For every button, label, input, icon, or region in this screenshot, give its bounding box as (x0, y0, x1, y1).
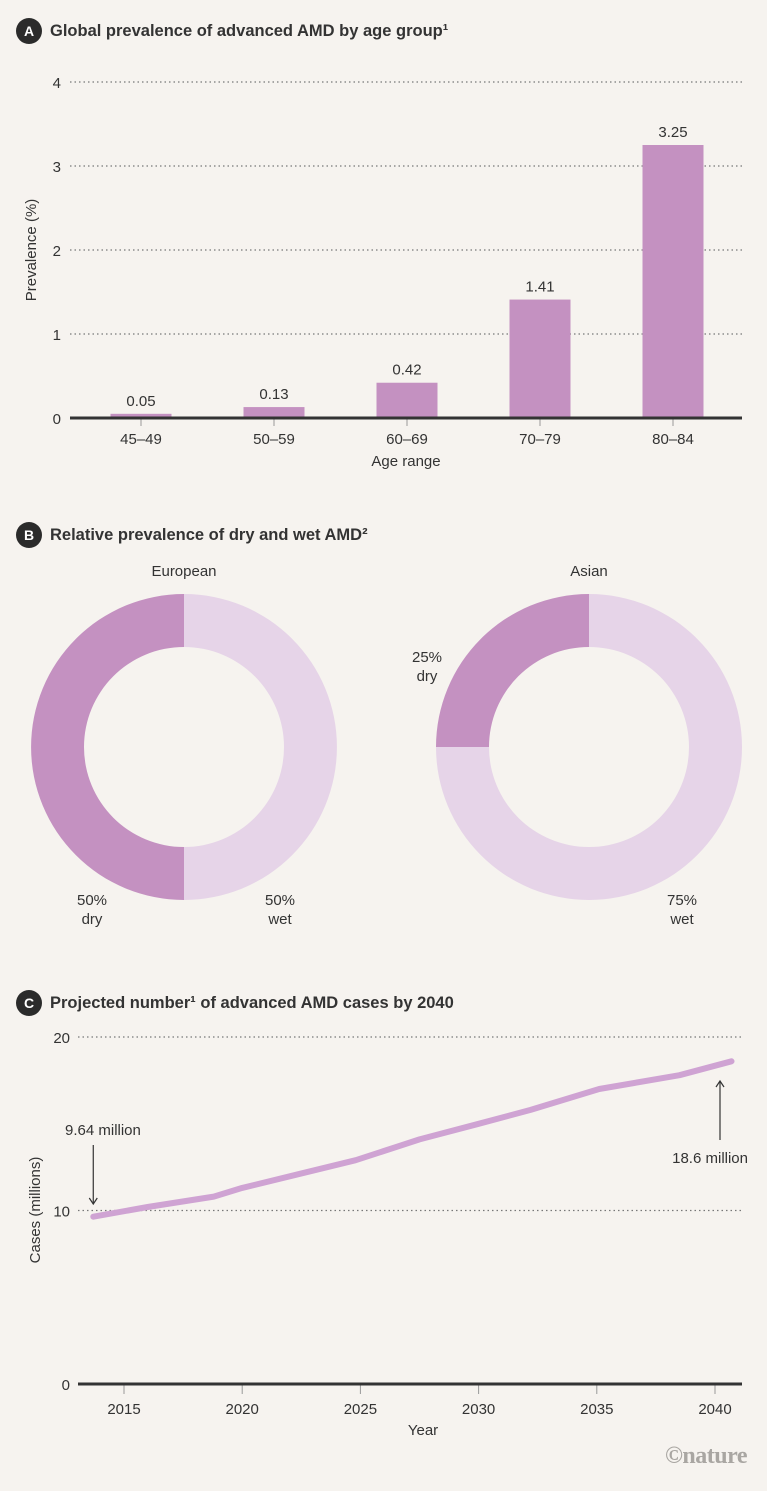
x-tick-label: 60–69 (386, 431, 428, 448)
bar (509, 299, 571, 418)
bar-value-label: 0.13 (259, 386, 288, 403)
y-axis-label: Prevalence (%) (23, 199, 40, 302)
bar-chart-prevalence: 0 1 2 3 4 0.05 45–49 0.13 50–59 0.42 60–69 1.41 70–7… (23, 75, 742, 470)
bar (642, 145, 704, 418)
x-tick-label: 2035 (580, 1401, 613, 1418)
donut-charts-dry-wet: European 50% dry 50% wet Asian 25% dry 75% wet (31, 563, 742, 928)
panel-a-title-text: Global prevalence of advanced AMD by age… (50, 21, 449, 40)
bar (376, 382, 438, 418)
donut-slice-wet (436, 594, 742, 900)
x-tick-label: 45–49 (120, 431, 162, 448)
bar-value-label: 1.41 (525, 279, 554, 296)
y-tick-label: 3 (53, 159, 61, 176)
panel-c-title-text: Projected number¹ of advanced AMD cases … (50, 993, 454, 1012)
bar (110, 413, 172, 418)
x-tick-label: 2015 (107, 1401, 140, 1418)
donut-name-label: dry (417, 668, 438, 685)
bar (243, 407, 305, 418)
annotation-start: 9.64 million (65, 1122, 141, 1139)
panel-b-title-text: Relative prevalence of dry and wet AMD² (50, 525, 368, 544)
donut-slice-wet (184, 594, 337, 900)
x-tick-label: 70–79 (519, 431, 561, 448)
donut-pct-label: 25% (412, 649, 442, 666)
x-tick-label: 2030 (462, 1401, 495, 1418)
panel-c-badge: C (16, 990, 42, 1016)
donut-label: European (151, 563, 216, 580)
y-tick-label: 1 (53, 327, 61, 344)
y-axis-label: Cases (millions) (27, 1157, 44, 1264)
panel-b-title: B Relative prevalence of dry and wet AMD… (16, 522, 368, 548)
donut-pct-label: 75% (667, 892, 697, 909)
donut-name-label: wet (267, 911, 292, 928)
donut-name-label: wet (669, 911, 694, 928)
x-tick-label: 2040 (698, 1401, 731, 1418)
x-tick-label: 2025 (344, 1401, 377, 1418)
panel-b-badge: B (16, 522, 42, 548)
donut-pct-label: 50% (265, 892, 295, 909)
x-tick-label: 80–84 (652, 431, 694, 448)
bar-value-label: 3.25 (658, 124, 687, 141)
donut-label: Asian (570, 563, 608, 580)
y-tick-label: 20 (53, 1030, 70, 1047)
donut-slice-dry (436, 594, 589, 747)
x-axis-label: Year (408, 1422, 438, 1439)
y-tick-label: 0 (53, 411, 61, 428)
annotation-end: 18.6 million (672, 1150, 748, 1167)
donut-slice-dry (31, 594, 185, 900)
x-tick-label: 2020 (226, 1401, 259, 1418)
nature-credit: ©nature (665, 1443, 748, 1469)
panel-a-badge: A (16, 18, 42, 44)
bar-value-label: 0.05 (126, 393, 155, 410)
x-tick-label: 50–59 (253, 431, 295, 448)
panel-c-title: C Projected number¹ of advanced AMD case… (16, 990, 454, 1016)
y-tick-label: 2 (53, 243, 61, 260)
x-axis-label: Age range (371, 453, 440, 470)
donut-pct-label: 50% (77, 892, 107, 909)
arrow-up-icon (715, 1079, 725, 1088)
y-tick-label: 10 (53, 1204, 70, 1221)
y-tick-label: 4 (53, 75, 61, 92)
bar-value-label: 0.42 (392, 362, 421, 379)
series-line (90, 1058, 735, 1220)
y-tick-label: 0 (62, 1377, 70, 1394)
arrow-down-icon (88, 1197, 98, 1206)
panel-a-title: A Global prevalence of advanced AMD by a… (16, 18, 448, 44)
donut-name-label: dry (82, 911, 103, 928)
